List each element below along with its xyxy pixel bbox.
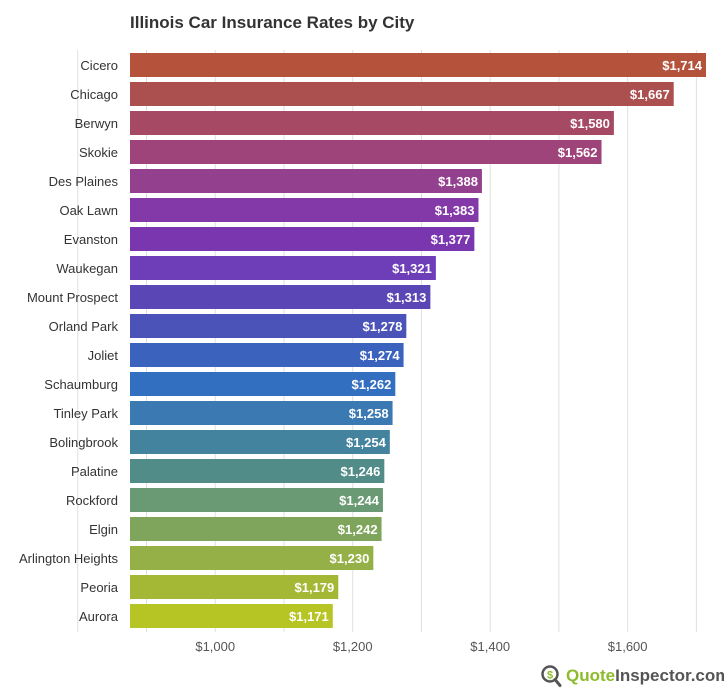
category-label: Bolingbrook (49, 435, 118, 450)
bar-berwyn (130, 111, 614, 135)
category-label: Elgin (89, 522, 118, 537)
category-label: Cicero (80, 58, 118, 73)
category-label: Peoria (80, 580, 118, 595)
bar-skokie (130, 140, 602, 164)
bar-arlington-heights (130, 546, 374, 570)
x-tick-label: $1,000 (195, 639, 235, 654)
category-label: Palatine (71, 464, 118, 479)
data-label: $1,313 (387, 290, 427, 305)
bar-elgin (130, 517, 382, 541)
bar-palatine (130, 459, 385, 483)
category-label: Oak Lawn (59, 203, 118, 218)
category-label: Chicago (70, 87, 118, 102)
data-label: $1,230 (330, 551, 370, 566)
bar-waukegan (130, 256, 436, 280)
bar-des-plaines (130, 169, 482, 193)
data-label: $1,242 (338, 522, 378, 537)
bar-tinley-park (130, 401, 393, 425)
data-label: $1,274 (360, 348, 401, 363)
bar-evanston (130, 227, 475, 251)
bar-schaumburg (130, 372, 396, 396)
data-label: $1,321 (392, 261, 432, 276)
bar-joliet (130, 343, 404, 367)
data-label: $1,388 (438, 174, 478, 189)
x-tick-label: $1,200 (333, 639, 373, 654)
logo-text-quote: Quote (566, 666, 616, 685)
category-label: Aurora (79, 609, 119, 624)
data-label: $1,258 (349, 406, 389, 421)
data-label: $1,714 (662, 58, 703, 73)
data-label: $1,262 (352, 377, 392, 392)
dollar-magnifier-icon: $ (541, 665, 562, 687)
category-label: Tinley Park (53, 406, 118, 421)
data-label: $1,562 (558, 145, 598, 160)
logo-text-inspector: Inspector.com (615, 666, 724, 685)
chart-title: Illinois Car Insurance Rates by City (130, 13, 415, 32)
bar-peoria (130, 575, 339, 599)
bar-oak-lawn (130, 198, 479, 222)
category-label: Berwyn (75, 116, 118, 131)
data-label: $1,171 (289, 609, 329, 624)
svg-text:$: $ (547, 670, 553, 682)
x-tick-label: $1,400 (470, 639, 510, 654)
data-label: $1,254 (346, 435, 387, 450)
data-label: $1,246 (341, 464, 381, 479)
bar-cicero (130, 53, 706, 77)
bar-bolingbrook (130, 430, 390, 454)
quoteinspector-logo[interactable]: $ Quote Inspector.com (540, 664, 724, 688)
category-label: Joliet (88, 348, 119, 363)
category-label: Arlington Heights (19, 551, 118, 566)
bar-aurora (130, 604, 333, 628)
bar-chicago (130, 82, 674, 106)
bar-rockford (130, 488, 383, 512)
data-label: $1,667 (630, 87, 670, 102)
data-label: $1,580 (570, 116, 610, 131)
data-label: $1,244 (339, 493, 380, 508)
category-label: Evanston (64, 232, 118, 247)
category-label: Orland Park (49, 319, 119, 334)
category-label: Mount Prospect (27, 290, 118, 305)
category-label: Des Plaines (49, 174, 119, 189)
bar-mount-prospect (130, 285, 431, 309)
bar-orland-park (130, 314, 407, 338)
x-tick-label: $1,600 (608, 639, 648, 654)
data-label: $1,383 (435, 203, 475, 218)
category-label: Waukegan (56, 261, 118, 276)
category-label: Schaumburg (44, 377, 118, 392)
data-label: $1,179 (295, 580, 335, 595)
data-label: $1,278 (363, 319, 403, 334)
category-label: Skokie (79, 145, 118, 160)
data-label: $1,377 (431, 232, 471, 247)
category-label: Rockford (66, 493, 118, 508)
